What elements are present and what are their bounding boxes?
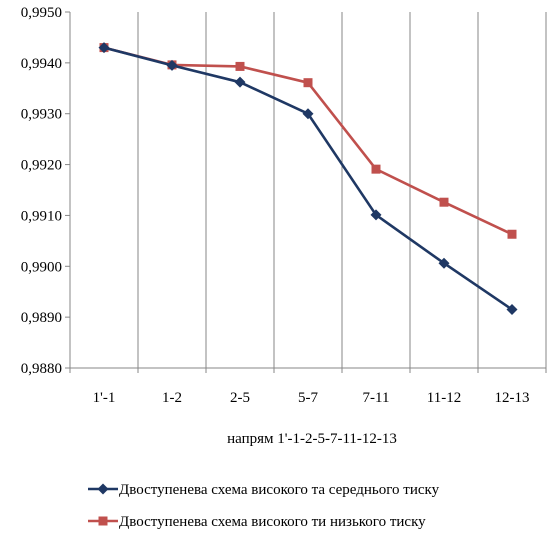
y-tick-label: 0,9890 (21, 310, 62, 326)
legend-label: Двоступенева схема високого та середньог… (119, 482, 440, 498)
series-2 (99, 43, 517, 239)
series-line (103, 46, 513, 236)
data-point-marker (439, 197, 449, 207)
x-tick-label: 11-12 (427, 390, 461, 406)
data-point-marker (438, 257, 450, 269)
legend-entry-2: Двоступенева схема високого ти низького … (88, 514, 426, 530)
data-point-marker (98, 42, 110, 54)
x-tick-label: 1'-1 (93, 390, 116, 406)
legend-label: Двоступенева схема високого ти низького … (119, 514, 426, 530)
data-point-marker (234, 76, 246, 88)
axes (65, 11, 547, 373)
x-tick-label: 5-7 (298, 390, 318, 406)
y-tick-labels: 0,9880 0,9890 0,9900 0,9910 0,9920 0,9930 0,99… (21, 5, 62, 377)
x-tick-label: 1-2 (162, 390, 182, 406)
data-series (98, 42, 518, 316)
y-tick-label: 0,9940 (21, 56, 62, 72)
y-tick-label: 0,9910 (21, 208, 62, 224)
y-tick-label: 0,9950 (21, 5, 62, 21)
legend: Двоступенева схема високого та середньог… (88, 482, 440, 530)
y-tick-label: 0,9880 (21, 361, 62, 377)
data-point-marker (507, 229, 517, 239)
y-tick-label: 0,9920 (21, 158, 62, 174)
data-point-marker (97, 483, 109, 495)
x-tick-label: 12-13 (495, 390, 530, 406)
x-tick-label: 7-11 (363, 390, 390, 406)
series-1 (98, 42, 518, 316)
data-point-marker (303, 78, 313, 88)
legend-entry-1: Двоступенева схема високого та середньог… (88, 482, 440, 498)
data-point-marker (302, 108, 314, 120)
data-point-marker (166, 59, 178, 71)
data-point-marker (371, 164, 381, 174)
data-point-marker (235, 61, 245, 71)
y-tick-label: 0,9900 (21, 259, 62, 275)
data-point-marker (506, 304, 518, 316)
x-tick-label: 2-5 (230, 390, 250, 406)
data-point-marker (98, 516, 108, 526)
data-point-marker (370, 209, 382, 221)
y-tick-label: 0,9930 (21, 107, 62, 123)
x-axis-label: напрям 1'-1-2-5-7-11-12-13 (227, 431, 397, 447)
x-tick-labels: 1'-1 1-2 2-5 5-7 7-11 11-12 12-13 (93, 390, 530, 406)
grid-lines (137, 12, 547, 368)
